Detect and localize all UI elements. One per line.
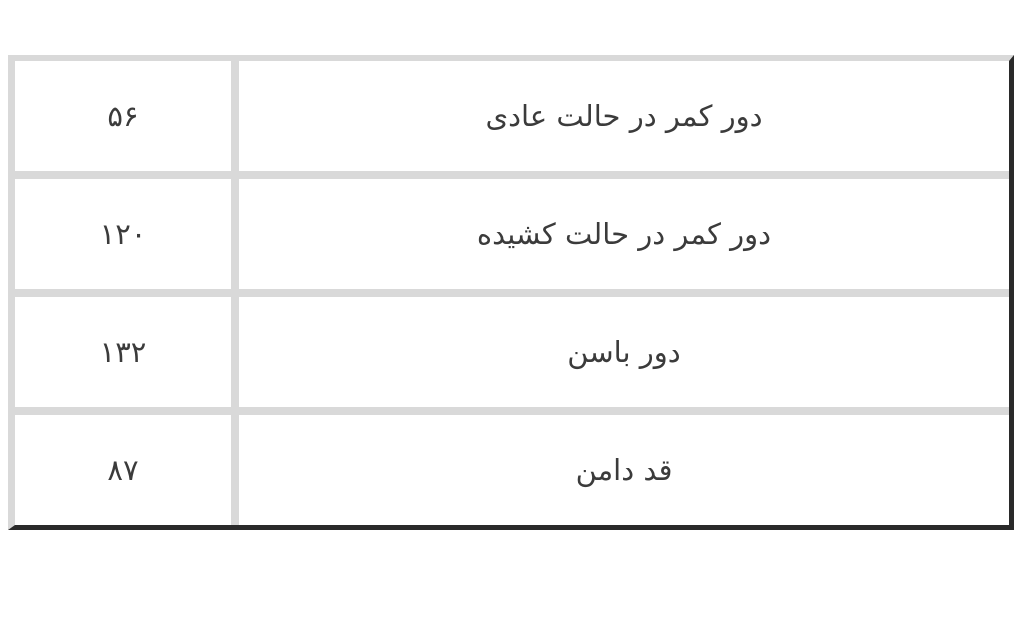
measurement-label: دور کمر در حالت کشیده	[239, 179, 1009, 289]
measurement-label: دور باسن	[239, 297, 1009, 407]
measurement-label: دور کمر در حالت عادی	[239, 61, 1009, 171]
size-chart-grid: دور کمر در حالت عادی ۵۶ دور کمر در حالت …	[15, 61, 1009, 525]
measurement-value: ۵۶	[15, 61, 231, 171]
measurement-value: ۱۲۰	[15, 179, 231, 289]
measurement-value: ۱۳۲	[15, 297, 231, 407]
measurement-label: قد دامن	[239, 415, 1009, 525]
measurement-value: ۸۷	[15, 415, 231, 525]
size-chart-table: دور کمر در حالت عادی ۵۶ دور کمر در حالت …	[8, 55, 1014, 530]
